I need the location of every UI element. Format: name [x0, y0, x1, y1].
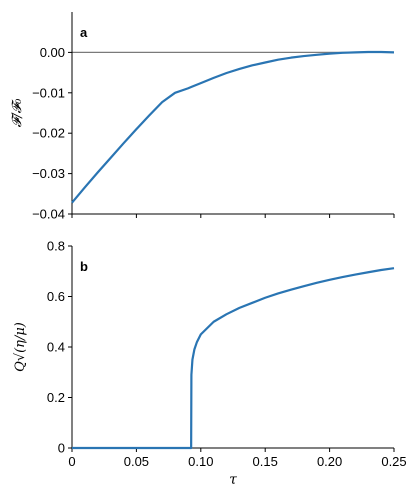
y-tick-label: −0.04 [32, 207, 65, 222]
y-axis-label: 𝓕/𝓕₀ [10, 98, 25, 128]
x-tick-label: 0.10 [188, 454, 213, 469]
series-line [72, 267, 395, 450]
y-tick-label: −0.03 [32, 166, 65, 181]
y-tick-label: 0.8 [47, 239, 65, 254]
y-tick-label: 0.6 [47, 289, 65, 304]
x-axis-label: τ [229, 472, 237, 488]
x-tick-label: 0.15 [253, 454, 278, 469]
x-tick-label: 0.05 [124, 454, 149, 469]
y-tick-label: 0.00 [40, 45, 65, 60]
panel-a: −0.04 −0.03 −0.02 −0.01 0.00 a 𝓕/𝓕₀ [10, 12, 395, 222]
y-tick-label: −0.01 [32, 85, 65, 100]
series-line [71, 50, 395, 204]
y-axis-label: Q√(η/μ) [13, 322, 28, 372]
y-tick-label: 0.2 [47, 390, 65, 405]
panel-b: 0 0.2 0.4 0.6 0.8 0 0.05 0.10 0.15 0.20 0.25 b Q√(η/… [13, 239, 407, 489]
x-tick-label: 0.20 [317, 454, 342, 469]
x-tick-label: 0 [68, 454, 75, 469]
y-tick-label: 0 [58, 441, 65, 456]
y-tick-label: −0.02 [32, 126, 65, 141]
y-tick-label: 0.4 [47, 340, 65, 355]
x-tick-label: 0.25 [381, 454, 406, 469]
panel-label: a [80, 25, 88, 40]
panel-label: b [80, 259, 88, 274]
